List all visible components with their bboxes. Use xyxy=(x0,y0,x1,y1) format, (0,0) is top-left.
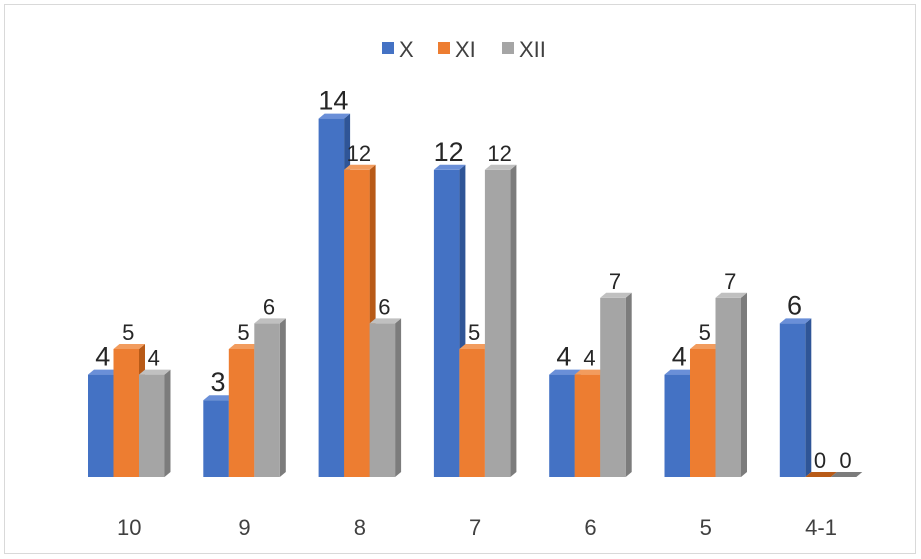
bar-x-4-1 xyxy=(779,318,812,477)
data-label-x-8: 14 xyxy=(318,86,348,116)
category-label-5: 5 xyxy=(700,515,712,540)
category-label-6: 6 xyxy=(584,515,596,540)
chart-frame: X XI XII 4 5 4 3 5 6 14 12 6 12 5 12 4 4 7 4 5 7 6 0 0 10 9 8 7 6 5… xyxy=(4,4,916,554)
legend-swatch-xii xyxy=(502,42,514,54)
data-label-xi-5: 5 xyxy=(699,320,711,345)
data-label-xi-6: 4 xyxy=(583,346,595,371)
data-label-xii-9: 6 xyxy=(263,294,275,319)
bar-xii-7 xyxy=(484,164,517,478)
legend-swatch-x xyxy=(382,42,394,54)
data-label-xi-4-1: 0 xyxy=(814,448,826,473)
category-labels: 10 9 8 7 6 5 4-1 xyxy=(117,515,837,540)
data-label-x-7: 12 xyxy=(434,137,464,167)
category-label-4-1: 4-1 xyxy=(805,515,837,540)
data-label-x-4-1: 6 xyxy=(787,290,802,320)
data-label-xii-7: 12 xyxy=(487,141,511,166)
bar-xi-10 xyxy=(113,344,145,477)
bar-xi-4-1 xyxy=(805,472,837,477)
legend-label-x: X xyxy=(399,37,414,62)
category-label-9: 9 xyxy=(238,515,250,540)
legend-swatch-xi xyxy=(438,42,450,54)
bar-xii-9 xyxy=(254,318,286,477)
data-label-xii-8: 6 xyxy=(378,294,390,319)
bar-xii-5 xyxy=(715,292,747,477)
category-label-8: 8 xyxy=(354,515,366,540)
legend-label-xii: XII xyxy=(519,37,546,62)
data-label-xii-5: 7 xyxy=(724,269,736,294)
data-label-x-6: 4 xyxy=(556,342,571,372)
data-label-xii-6: 7 xyxy=(609,269,621,294)
legend: X XI XII xyxy=(382,37,546,62)
bar-xii-4-1 xyxy=(830,472,863,477)
data-label-xi-7: 5 xyxy=(468,320,480,345)
data-label-xi-8: 12 xyxy=(347,141,371,166)
category-label-10: 10 xyxy=(117,515,141,540)
bars xyxy=(88,113,863,478)
data-label-x-9: 3 xyxy=(211,367,226,397)
data-label-x-5: 4 xyxy=(672,342,687,372)
data-label-xii-4-1: 0 xyxy=(839,448,851,473)
category-label-7: 7 xyxy=(469,515,481,540)
data-label-x-10: 4 xyxy=(95,342,110,372)
legend-label-xi: XI xyxy=(455,37,476,62)
bar-xii-10 xyxy=(139,369,171,477)
bar-xii-6 xyxy=(600,292,632,477)
bar-xii-8 xyxy=(369,318,402,477)
data-label-xi-9: 5 xyxy=(237,320,249,345)
data-label-xii-10: 4 xyxy=(148,346,160,371)
data-label-xi-10: 5 xyxy=(122,320,134,345)
